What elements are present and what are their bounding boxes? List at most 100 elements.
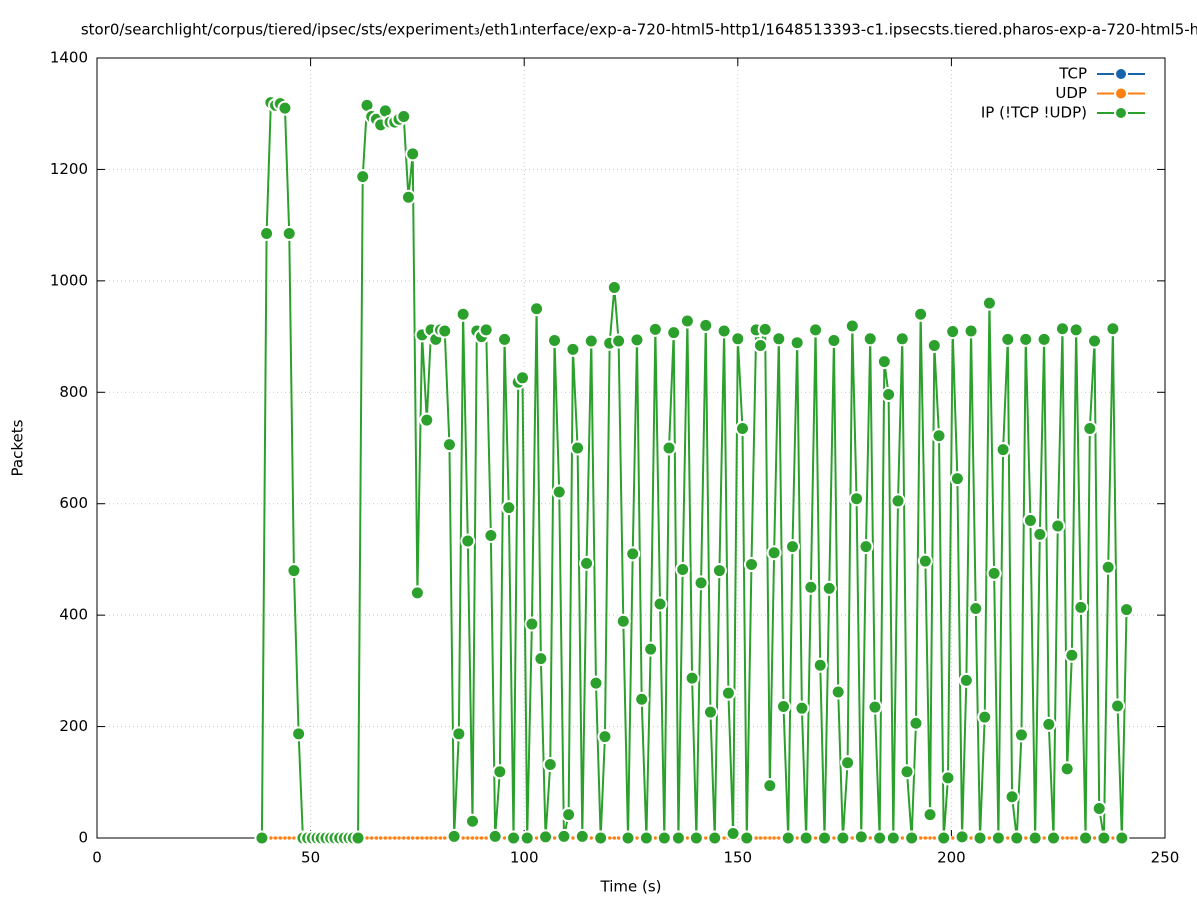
point	[616, 835, 621, 841]
point	[670, 830, 686, 846]
point	[583, 333, 599, 349]
point	[529, 301, 545, 317]
point	[479, 835, 484, 841]
point	[286, 835, 292, 841]
point	[743, 556, 759, 572]
point	[1082, 421, 1098, 436]
point	[1087, 333, 1103, 349]
point	[273, 835, 278, 841]
point	[698, 317, 714, 333]
point	[1073, 835, 1079, 841]
point	[612, 835, 617, 841]
y-tick-label: 1400	[50, 49, 88, 67]
point	[972, 830, 988, 846]
legend-label: UDP	[1055, 84, 1087, 102]
point	[730, 331, 746, 347]
point	[684, 670, 700, 686]
point	[574, 828, 590, 844]
point	[291, 835, 297, 841]
point	[419, 412, 435, 428]
legend-marker	[1114, 86, 1128, 101]
point	[597, 729, 613, 745]
point	[387, 835, 393, 841]
y-tick-label: 0	[78, 829, 88, 847]
point	[812, 657, 828, 673]
point	[634, 835, 640, 841]
point	[1068, 322, 1084, 338]
point	[817, 830, 833, 846]
point	[771, 835, 777, 841]
point	[502, 835, 507, 841]
point	[981, 295, 997, 311]
point	[1119, 602, 1135, 618]
point	[808, 322, 824, 338]
point	[813, 835, 818, 841]
point	[281, 226, 297, 241]
point	[835, 830, 851, 846]
point	[675, 561, 691, 577]
point	[936, 830, 952, 846]
point	[374, 835, 379, 841]
point	[753, 835, 759, 841]
point	[986, 565, 1002, 581]
point	[894, 331, 910, 347]
point	[862, 331, 878, 347]
point	[369, 835, 374, 841]
point	[483, 835, 489, 841]
point	[409, 585, 425, 601]
point	[1114, 830, 1130, 846]
point	[1078, 830, 1094, 846]
point	[776, 835, 782, 841]
point	[913, 306, 929, 322]
point	[533, 651, 549, 667]
point	[478, 322, 494, 338]
point	[693, 575, 709, 591]
point	[798, 830, 814, 846]
point	[990, 830, 1006, 846]
point	[1009, 830, 1025, 846]
point	[872, 830, 888, 846]
point	[1036, 331, 1052, 347]
point	[950, 835, 955, 841]
point	[702, 704, 718, 720]
point	[821, 580, 837, 596]
point	[890, 493, 906, 509]
point	[470, 835, 475, 841]
point	[424, 835, 430, 841]
point	[885, 830, 901, 846]
point	[291, 726, 307, 742]
point	[803, 579, 819, 595]
point	[487, 828, 503, 844]
point	[451, 726, 467, 742]
point	[1018, 331, 1034, 347]
x-tick-label: 100	[510, 849, 539, 867]
point	[524, 616, 540, 632]
point	[410, 835, 415, 841]
point	[561, 807, 577, 823]
point	[940, 770, 956, 786]
point	[364, 835, 370, 841]
point	[1027, 830, 1043, 846]
point	[918, 835, 923, 841]
point	[355, 169, 371, 185]
point	[547, 332, 563, 348]
point	[428, 835, 434, 841]
point	[396, 835, 402, 841]
point	[767, 835, 773, 841]
point	[1023, 835, 1028, 841]
point	[844, 318, 860, 334]
point	[758, 835, 763, 841]
y-tick-label: 1000	[50, 271, 88, 289]
point	[542, 756, 558, 772]
x-tick-label: 150	[723, 849, 752, 867]
point	[392, 835, 398, 841]
point	[629, 332, 645, 348]
point	[401, 835, 406, 841]
point	[784, 539, 800, 555]
point	[405, 146, 421, 162]
point	[958, 672, 974, 688]
point	[465, 813, 481, 829]
point	[922, 807, 938, 823]
point	[625, 546, 641, 562]
point	[254, 830, 270, 846]
